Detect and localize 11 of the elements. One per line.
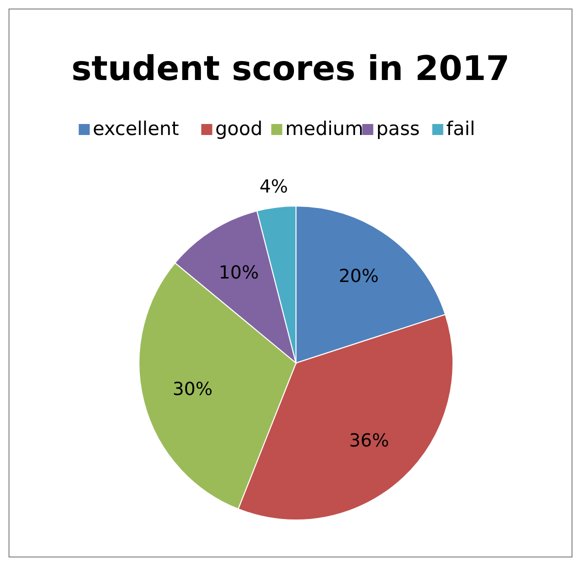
legend-label: medium bbox=[285, 118, 364, 140]
data-label: 10% bbox=[218, 262, 259, 284]
legend-label: excellent bbox=[92, 118, 179, 140]
data-label: 36% bbox=[349, 430, 390, 452]
chart-title: student scores in 2017 bbox=[71, 49, 510, 89]
legend-label: good bbox=[215, 118, 263, 140]
data-label: 20% bbox=[338, 266, 379, 288]
legend-label: pass bbox=[376, 118, 420, 140]
data-label: 30% bbox=[172, 379, 213, 400]
data-label: 4% bbox=[259, 176, 288, 198]
legend-label: fail bbox=[446, 118, 476, 140]
